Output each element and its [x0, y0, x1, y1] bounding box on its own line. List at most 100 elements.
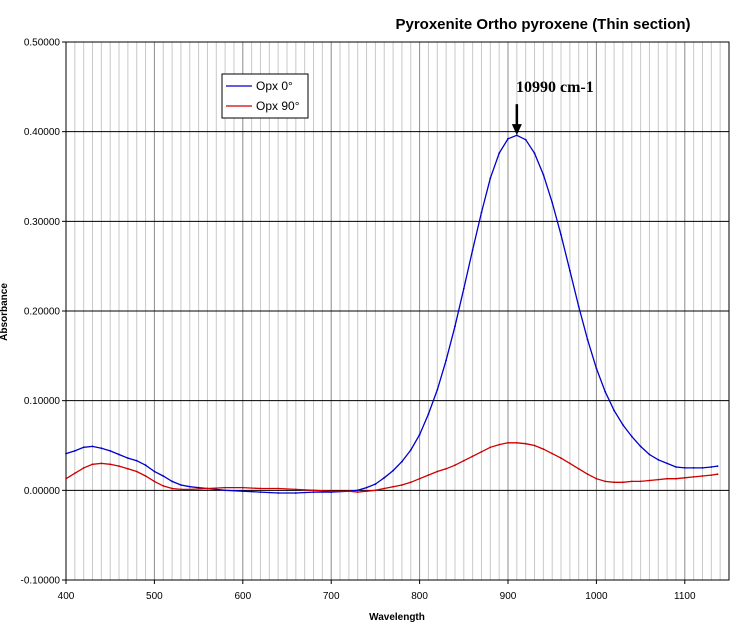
data-point-opx-90 [356, 491, 359, 493]
legend-box [221, 73, 309, 119]
data-point-opx-90 [480, 450, 483, 453]
data-point-opx-90 [551, 452, 554, 455]
data-point-opx-0 [65, 452, 67, 455]
data-point-opx-0 [542, 173, 545, 176]
data-point-opx-0 [498, 152, 501, 155]
data-point-opx-90 [462, 459, 465, 462]
data-point-opx-90 [100, 462, 103, 465]
data-point-opx-90 [710, 474, 713, 476]
data-point-opx-0 [374, 483, 377, 485]
data-point-opx-0 [462, 287, 465, 290]
data-point-opx-0 [604, 390, 607, 393]
data-point-opx-90 [445, 467, 447, 470]
data-point-opx-90 [135, 470, 138, 473]
data-point-opx-0 [489, 177, 492, 180]
data-point-opx-90 [507, 441, 509, 444]
series-line-opx-0 [65, 134, 718, 494]
data-point-opx-0 [622, 424, 624, 426]
data-point-opx-90 [675, 477, 677, 480]
data-point-opx-90 [241, 486, 244, 489]
legend-label-opx-90: Opx 90° [256, 99, 300, 113]
data-point-opx-90 [639, 480, 642, 483]
data-point-opx-0 [577, 305, 580, 308]
data-point-opx-0 [427, 413, 430, 415]
data-point-opx-0 [560, 233, 562, 236]
data-point-opx-0 [595, 367, 598, 370]
data-point-opx-90 [65, 477, 67, 480]
data-point-opx-90 [401, 484, 403, 486]
data-point-opx-0 [401, 460, 403, 463]
data-point-opx-0 [171, 480, 174, 483]
data-point-opx-90 [692, 476, 695, 478]
data-point-opx-0 [409, 449, 412, 451]
data-point-opx-90 [471, 455, 474, 458]
data-point-opx-0 [471, 249, 474, 251]
data-point-opx-0 [692, 467, 695, 469]
data-point-opx-0 [312, 491, 315, 493]
data-point-opx-0 [392, 469, 394, 472]
data-point-opx-0 [224, 489, 227, 492]
y-tick-label: 0.50000 [24, 38, 61, 49]
data-point-opx-0 [630, 435, 633, 438]
data-point-opx-0 [515, 134, 518, 137]
data-point-opx-0 [666, 462, 668, 465]
data-point-opx-90 [683, 476, 686, 479]
data-point-opx-0 [524, 138, 527, 141]
data-point-opx-90 [127, 467, 129, 470]
data-point-opx-90 [595, 477, 598, 480]
data-point-opx-90 [630, 480, 633, 483]
y-axis-label: Absorbance [0, 283, 10, 341]
data-point-opx-0 [383, 476, 386, 479]
x-tick-label: 1100 [674, 591, 696, 602]
data-point-opx-90 [365, 490, 368, 493]
data-point-opx-90 [330, 490, 333, 493]
data-point-opx-90 [436, 470, 439, 473]
data-point-opx-0 [569, 269, 571, 272]
data-point-opx-90 [277, 487, 280, 490]
x-tick-label: 400 [58, 591, 75, 602]
data-point-opx-0 [144, 464, 147, 467]
x-tick-label: 600 [234, 591, 251, 602]
axis-ticks: -0.10000 0.00000 0.10000 0.20000 0.30000 0.40… [21, 38, 696, 603]
data-point-opx-90 [73, 472, 76, 475]
data-point-opx-90 [489, 446, 492, 449]
peak-arrowhead [511, 124, 522, 136]
x-tick-label: 700 [323, 591, 340, 602]
legend: Opx 0° Opx 90° [221, 73, 309, 119]
data-point-opx-90 [648, 479, 651, 482]
series-line-opx-90 [65, 442, 718, 493]
data-point-opx-0 [418, 433, 421, 436]
data-point-opx-0 [356, 489, 359, 492]
data-point-opx-90 [259, 487, 262, 490]
data-point-opx-0 [197, 486, 200, 489]
data-point-opx-90 [224, 486, 227, 489]
data-point-opx-90 [392, 485, 394, 488]
data-point-opx-0 [454, 325, 456, 328]
data-point-opx-0 [639, 445, 642, 448]
data-point-opx-90 [294, 488, 297, 491]
data-point-opx-90 [666, 477, 668, 480]
data-point-opx-90 [82, 467, 85, 469]
data-point-opx-0 [277, 492, 280, 494]
data-point-opx-0 [109, 450, 112, 452]
y-tick-label: 0.00000 [24, 486, 61, 497]
data-point-opx-90 [418, 477, 421, 480]
data-point-opx-0 [91, 445, 94, 448]
data-point-opx-0 [153, 470, 156, 473]
data-point-opx-0 [118, 453, 120, 456]
data-point-opx-90 [701, 475, 704, 477]
x-tick-label: 900 [500, 591, 517, 602]
data-point-opx-0 [445, 359, 447, 362]
data-point-opx-0 [613, 409, 615, 412]
data-point-opx-90 [498, 443, 501, 446]
data-point-opx-90 [348, 490, 350, 493]
data-point-opx-0 [127, 457, 129, 459]
peak-annotation: 10990 cm-1 [511, 79, 594, 136]
data-point-opx-0 [365, 486, 368, 489]
data-point-opx-0 [135, 459, 138, 462]
data-point-opx-90 [427, 474, 430, 476]
data-point-opx-0 [241, 490, 244, 493]
x-tick-label: 500 [146, 591, 163, 602]
data-point-opx-90 [542, 448, 545, 450]
